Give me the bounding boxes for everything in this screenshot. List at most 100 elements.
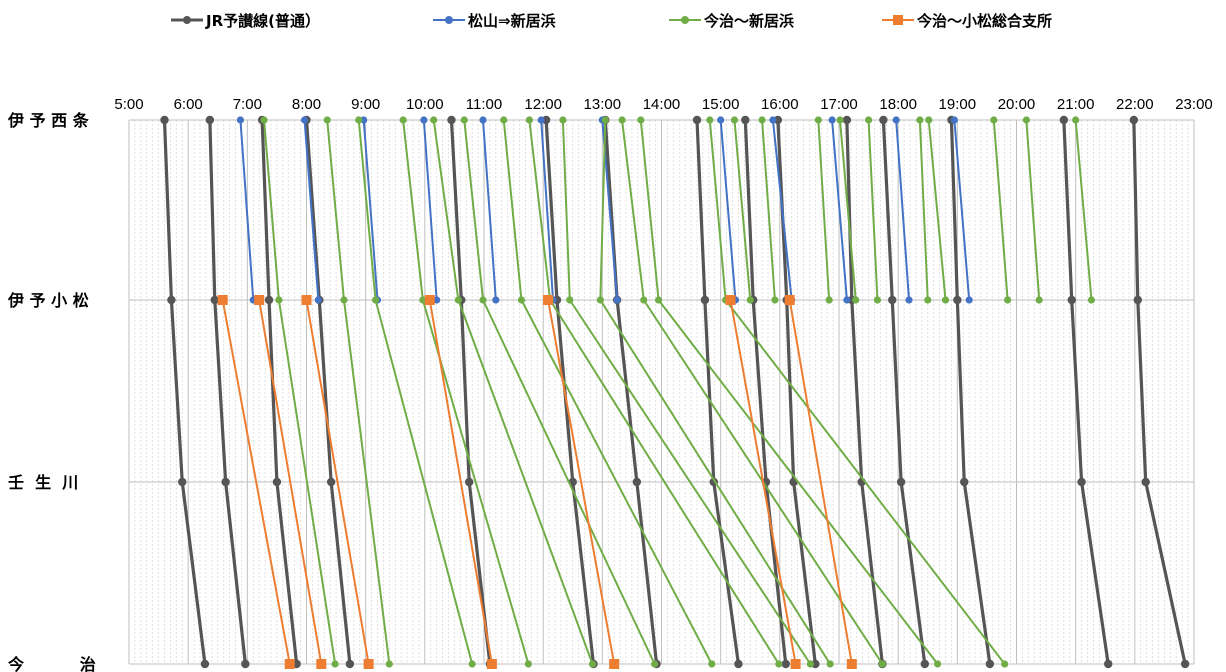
data-point — [1129, 115, 1139, 125]
data-point — [316, 659, 327, 669]
data-point — [836, 116, 844, 124]
series-line — [918, 119, 929, 301]
x-tick-label: 16:00 — [761, 96, 799, 113]
legend-item-jr: JR予讃線(普通） — [170, 8, 320, 32]
data-point — [637, 116, 645, 124]
data-point — [300, 116, 309, 124]
series-line — [258, 299, 323, 665]
data-point — [596, 296, 604, 304]
data-point — [340, 296, 348, 304]
data-point — [888, 295, 897, 305]
series-line — [881, 119, 927, 665]
x-tick-label: 15:00 — [702, 96, 740, 113]
data-point — [843, 296, 851, 304]
data-point — [363, 659, 374, 669]
data-point — [613, 296, 621, 304]
x-tick-label: 21:00 — [1057, 96, 1095, 113]
series-line — [771, 119, 793, 301]
series-line — [729, 299, 797, 665]
series-line — [208, 119, 247, 665]
data-point — [559, 116, 567, 124]
data-point — [371, 296, 380, 304]
data-point — [1067, 295, 1076, 305]
data-point — [525, 116, 533, 124]
series-line — [482, 119, 497, 301]
data-point — [205, 115, 215, 125]
station-label-1: 伊 予 小 松 — [7, 291, 89, 310]
data-point — [492, 296, 500, 304]
series-line — [867, 119, 879, 301]
data-point — [1004, 296, 1012, 304]
data-point — [1072, 116, 1080, 124]
data-point — [331, 660, 339, 668]
data-point — [878, 660, 886, 668]
data-point — [588, 660, 597, 668]
x-tick-label: 17:00 — [820, 96, 858, 113]
data-point — [842, 115, 852, 125]
data-point — [1141, 477, 1150, 487]
data-point — [355, 116, 363, 124]
series-line — [788, 299, 853, 665]
series-line — [428, 299, 493, 665]
series-line — [326, 119, 391, 665]
data-point — [741, 115, 750, 125]
legend-swatch-jr — [171, 16, 203, 24]
data-point — [1087, 296, 1096, 304]
data-point — [1104, 659, 1113, 669]
data-point — [758, 116, 766, 124]
data-point — [217, 295, 228, 305]
legend-swatch-matsuyama — [433, 16, 465, 24]
x-tick-label: 20:00 — [998, 96, 1036, 113]
data-point — [524, 660, 532, 668]
series-line — [761, 119, 776, 301]
data-point — [775, 660, 783, 668]
data-point — [543, 295, 554, 305]
data-point — [814, 116, 822, 124]
data-point — [460, 116, 468, 124]
data-point — [272, 477, 282, 487]
data-point — [846, 659, 857, 669]
data-point — [916, 116, 924, 124]
data-point — [260, 116, 268, 124]
data-point — [1022, 116, 1030, 124]
data-point — [420, 116, 428, 124]
series-line — [303, 119, 320, 301]
data-point — [852, 296, 860, 304]
data-point — [314, 296, 322, 304]
series-line — [422, 119, 438, 301]
data-point — [953, 295, 962, 305]
series-line — [449, 119, 492, 665]
data-point — [178, 477, 187, 487]
series-line — [304, 119, 352, 665]
legend: JR予讃線(普通） 松山⇒新居浜 今治～新居浜 今治～小松総合支所 — [0, 8, 1226, 32]
data-point — [771, 296, 779, 304]
x-tick-label: 12:00 — [524, 96, 562, 113]
station-label-3: 今 治 — [7, 655, 96, 672]
data-point — [200, 659, 210, 669]
series-line — [547, 299, 616, 665]
data-point — [960, 477, 969, 487]
x-tick-label: 6:00 — [174, 96, 203, 113]
data-point — [879, 115, 888, 125]
data-point — [264, 295, 274, 305]
series-line — [603, 119, 659, 665]
x-tick-label: 7:00 — [233, 96, 262, 113]
legend-swatch-imabari-niihama — [669, 16, 701, 24]
grid — [128, 119, 1195, 665]
x-tick-label: 11:00 — [466, 96, 502, 113]
series-line — [260, 119, 299, 665]
data-point — [934, 660, 942, 668]
series-line — [733, 119, 752, 301]
series-line — [992, 119, 1009, 301]
legend-label-imabari-niihama: 今治～新居浜 — [704, 11, 795, 30]
data-point — [769, 116, 777, 124]
data-point — [700, 295, 710, 305]
data-point — [301, 295, 312, 305]
legend-label-imabari-komatsu: 今治～小松総合支所 — [917, 11, 1053, 30]
data-point — [323, 116, 331, 124]
data-point — [221, 477, 230, 487]
series-line — [953, 119, 971, 301]
station-label-2: 壬 生 川 — [8, 473, 78, 492]
data-point — [692, 115, 702, 125]
